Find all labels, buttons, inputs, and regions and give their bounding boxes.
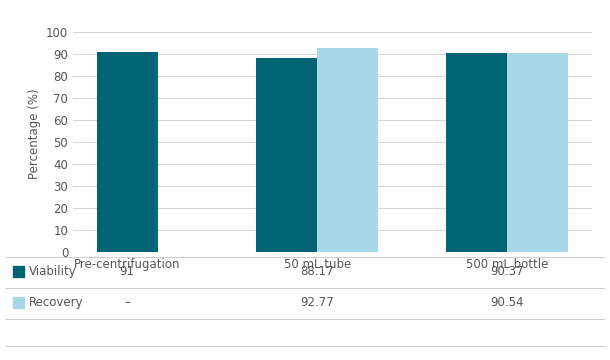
Text: Viability: Viability [29, 265, 77, 278]
Bar [317, 48, 378, 252]
Text: 91: 91 [120, 265, 135, 278]
Text: Recovery: Recovery [29, 296, 84, 309]
Text: 92.77: 92.77 [300, 296, 334, 309]
Text: –: – [124, 296, 130, 309]
Text: 88.17: 88.17 [301, 265, 334, 278]
Bar [256, 58, 317, 252]
Bar [508, 53, 568, 252]
Bar [97, 52, 157, 252]
Text: 90.54: 90.54 [490, 296, 524, 309]
Y-axis label: Percentage (%): Percentage (%) [27, 88, 40, 179]
Bar [447, 53, 508, 252]
Text: 90.37: 90.37 [490, 265, 524, 278]
